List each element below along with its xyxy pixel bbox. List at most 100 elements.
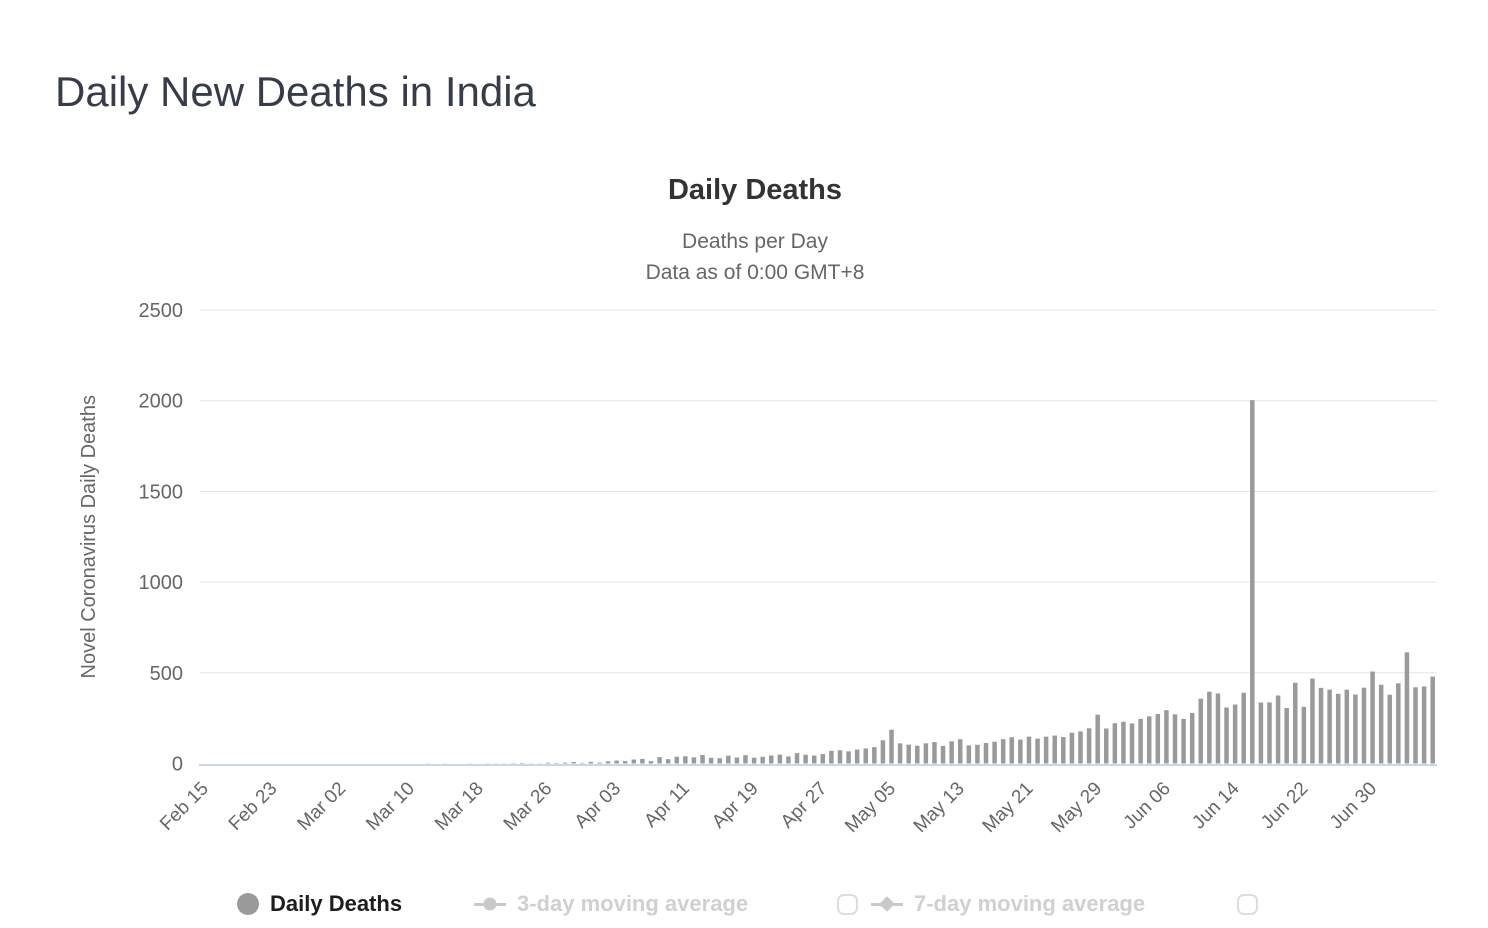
bar-may-05[interactable] <box>889 729 894 764</box>
bar-jun-29[interactable] <box>1361 687 1367 764</box>
bar-may-02[interactable] <box>863 748 869 764</box>
bar-jun-28[interactable] <box>1353 694 1358 764</box>
bar-mar-26[interactable] <box>545 762 551 764</box>
bar-jun-02[interactable] <box>1129 723 1135 764</box>
bar-may-03[interactable] <box>872 747 877 764</box>
bar-jun-30[interactable] <box>1370 671 1375 764</box>
bar-apr-11[interactable] <box>683 756 688 764</box>
bar-may-01[interactable] <box>854 749 860 764</box>
bar-jun-27[interactable] <box>1344 689 1350 764</box>
bar-apr-08[interactable] <box>657 757 662 764</box>
bar-may-30[interactable] <box>1104 728 1109 764</box>
bar-jun-13[interactable] <box>1224 707 1229 764</box>
bar-may-26[interactable] <box>1069 732 1075 764</box>
bar-may-29[interactable] <box>1095 714 1100 764</box>
bar-jul-01[interactable] <box>1378 684 1384 764</box>
bar-apr-13[interactable] <box>700 754 705 764</box>
bar-jun-03[interactable] <box>1138 718 1143 764</box>
bar-jun-17[interactable] <box>1258 702 1264 764</box>
bar-jun-09[interactable] <box>1189 712 1195 764</box>
bar-jun-15[interactable] <box>1241 692 1246 764</box>
bar-may-15[interactable] <box>975 744 980 764</box>
3day-series-checkbox[interactable] <box>837 894 858 915</box>
bar-apr-26[interactable] <box>811 755 817 764</box>
bar-jun-21[interactable] <box>1293 682 1298 764</box>
bar-jun-05[interactable] <box>1155 713 1161 764</box>
bar-jun-22[interactable] <box>1301 706 1307 764</box>
bar-mar-31[interactable] <box>588 761 594 764</box>
bar-may-23[interactable] <box>1043 736 1049 764</box>
bar-jun-18[interactable] <box>1267 702 1272 764</box>
bar-apr-21[interactable] <box>769 755 774 764</box>
bar-jun-04[interactable] <box>1146 716 1152 764</box>
bar-apr-22[interactable] <box>777 754 783 764</box>
bar-apr-12[interactable] <box>691 757 697 764</box>
bar-apr-05[interactable] <box>631 759 637 764</box>
bar-may-22[interactable] <box>1035 738 1040 764</box>
7day-series-checkbox[interactable] <box>1237 894 1258 915</box>
bar-apr-10[interactable] <box>674 756 680 764</box>
bar-jun-10[interactable] <box>1198 698 1204 764</box>
bar-apr-14[interactable] <box>708 757 714 764</box>
bar-mar-28[interactable] <box>562 762 568 764</box>
bar-may-24[interactable] <box>1052 735 1057 764</box>
bar-mar-23[interactable] <box>519 762 525 764</box>
bar-jul-05[interactable] <box>1413 687 1418 764</box>
bar-may-20[interactable] <box>1018 739 1023 764</box>
bar-apr-20[interactable] <box>760 756 765 764</box>
bar-may-13[interactable] <box>957 739 963 764</box>
bar-apr-02[interactable] <box>605 761 611 764</box>
bar-may-25[interactable] <box>1061 737 1066 764</box>
bar-apr-03[interactable] <box>614 760 619 764</box>
bar-apr-29[interactable] <box>837 750 843 764</box>
bar-jun-16[interactable] <box>1250 400 1255 764</box>
bar-may-14[interactable] <box>966 745 972 764</box>
bar-may-27[interactable] <box>1078 731 1083 764</box>
bar-may-18[interactable] <box>1000 739 1006 764</box>
bar-jun-26[interactable] <box>1335 693 1341 764</box>
bar-apr-27[interactable] <box>820 754 826 764</box>
bar-jul-02[interactable] <box>1387 694 1393 764</box>
legend-item-3day-moving-average[interactable]: 3-day moving average <box>474 889 748 919</box>
bar-may-28[interactable] <box>1086 728 1092 764</box>
bar-jul-06[interactable] <box>1421 686 1427 764</box>
bar-jun-07[interactable] <box>1172 714 1178 764</box>
bar-may-07[interactable] <box>906 744 911 764</box>
bar-apr-25[interactable] <box>803 754 808 764</box>
bar-jun-12[interactable] <box>1215 693 1221 764</box>
bar-jun-01[interactable] <box>1121 721 1126 764</box>
bar-jul-07[interactable] <box>1430 676 1435 764</box>
bar-may-04[interactable] <box>880 740 886 764</box>
bar-mar-27[interactable] <box>554 762 559 764</box>
bar-apr-09[interactable] <box>665 759 671 764</box>
bar-may-16[interactable] <box>983 743 989 764</box>
bar-may-12[interactable] <box>949 741 954 764</box>
bar-apr-28[interactable] <box>829 750 834 764</box>
bar-jun-20[interactable] <box>1284 707 1289 764</box>
bar-apr-01[interactable] <box>597 762 602 764</box>
bar-mar-29[interactable] <box>571 762 576 764</box>
bar-apr-15[interactable] <box>717 758 722 764</box>
bar-may-09[interactable] <box>923 743 929 764</box>
bar-jun-25[interactable] <box>1327 689 1332 764</box>
bar-jun-19[interactable] <box>1275 695 1281 764</box>
bar-apr-07[interactable] <box>648 761 654 764</box>
bar-jun-06[interactable] <box>1164 710 1169 764</box>
bar-apr-24[interactable] <box>794 753 800 764</box>
bar-jun-23[interactable] <box>1310 678 1315 764</box>
bar-apr-06[interactable] <box>640 758 645 764</box>
bar-may-06[interactable] <box>897 743 903 764</box>
bar-jul-03[interactable] <box>1396 683 1401 764</box>
legend-item-daily-deaths[interactable]: Daily Deaths <box>237 889 402 919</box>
bar-jul-04[interactable] <box>1404 652 1410 764</box>
bar-jun-08[interactable] <box>1181 718 1186 764</box>
bar-apr-23[interactable] <box>786 756 791 764</box>
bar-apr-17[interactable] <box>734 757 740 764</box>
bar-may-21[interactable] <box>1026 736 1032 764</box>
bar-may-17[interactable] <box>992 741 997 764</box>
bar-apr-19[interactable] <box>751 757 757 764</box>
bar-jun-14[interactable] <box>1232 704 1238 764</box>
bar-may-08[interactable] <box>915 745 920 764</box>
bar-may-11[interactable] <box>940 745 946 764</box>
bar-jun-24[interactable] <box>1318 687 1324 764</box>
